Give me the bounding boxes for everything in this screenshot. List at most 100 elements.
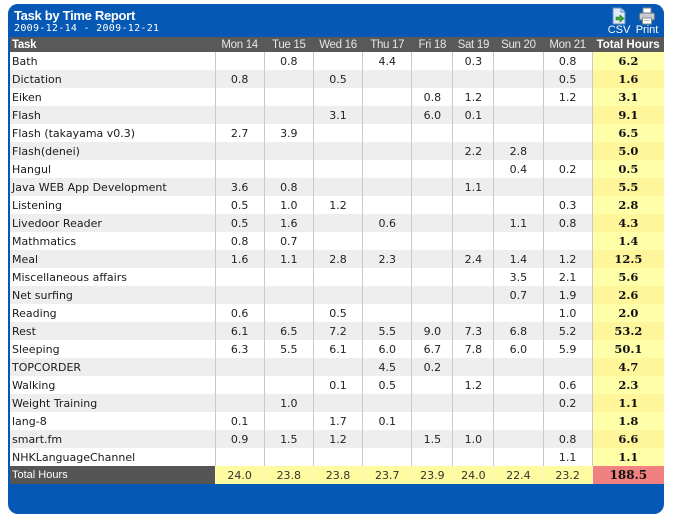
hours-cell: 1.1 [493, 214, 544, 232]
table-row: Listening 0.5 1.0 1.2 0.3 2.8 [10, 196, 664, 214]
hours-cell [362, 88, 412, 106]
hours-cell [542, 178, 593, 196]
report-title: Task by Time Report [14, 8, 135, 23]
column-header-row: Task Mon 14 Tue 15 Wed 16 Thu 17 Fri 18 … [10, 37, 664, 52]
table-row: Java WEB App Development 3.6 0.8 1.1 5.5 [10, 178, 664, 196]
task-total-hours: 2.8 [591, 196, 664, 214]
hours-cell [312, 160, 363, 178]
hours-cell: 2.2 [452, 142, 494, 160]
day-total: 23.8 [312, 466, 363, 484]
hours-cell [411, 142, 453, 160]
hours-cell [411, 232, 453, 250]
hours-cell [362, 196, 412, 214]
hours-cell [362, 268, 412, 286]
hours-cell: 7.2 [312, 322, 363, 340]
hours-cell [312, 232, 363, 250]
table-row: Weight Training 1.0 0.2 1.1 [10, 394, 664, 412]
table-row: Sleeping 6.3 5.5 6.1 6.0 6.7 7.8 6.0 5.9 50.1 [10, 340, 664, 358]
hours-cell [312, 358, 363, 376]
task-total-hours: 50.1 [591, 340, 664, 358]
column-header-day[interactable]: Tue 15 [264, 37, 314, 52]
hours-cell: 0.3 [452, 52, 494, 70]
hours-cell [263, 142, 314, 160]
hours-cell: 4.5 [362, 358, 412, 376]
day-total: 23.7 [362, 466, 412, 484]
task-total-hours: 5.6 [591, 268, 664, 286]
task-name: Sleeping [12, 342, 60, 356]
hours-cell [493, 412, 544, 430]
task-total-hours: 0.5 [591, 160, 664, 178]
printer-icon [639, 7, 655, 25]
task-name: Hangul [12, 162, 51, 176]
task-name: Flash [10, 106, 216, 124]
hours-cell [493, 376, 544, 394]
hours-cell: 1.2 [312, 430, 363, 448]
hours-cell: 1.0 [263, 394, 314, 412]
hours-cell [411, 250, 453, 268]
hours-cell: 3.9 [263, 124, 314, 142]
task-name: Mathmatics [12, 234, 77, 248]
hours-cell [411, 70, 453, 88]
column-header-day[interactable]: Fri 18 [411, 37, 453, 52]
hours-cell: 4.4 [362, 52, 412, 70]
hours-cell: 0.2 [542, 394, 593, 412]
task-total-hours: 5.0 [591, 142, 664, 160]
hours-cell [493, 52, 544, 70]
hours-cell: 6.7 [411, 340, 453, 358]
column-header-day[interactable]: Sun 20 [493, 37, 544, 52]
task-name: Weight Training [10, 394, 216, 412]
hours-cell [263, 358, 314, 376]
task-name: Reading [12, 306, 57, 320]
hours-cell: 6.0 [493, 340, 544, 358]
hours-cell [362, 430, 412, 448]
hours-cell [411, 178, 453, 196]
total-hours-label: Total Hours [10, 466, 216, 484]
hours-cell: 0.8 [411, 88, 453, 106]
total-hours-row: Total Hours 24.0 23.8 23.8 23.7 23.9 24.… [10, 466, 664, 484]
column-header-day[interactable]: Thu 17 [362, 37, 412, 52]
task-name: lang-8 [12, 414, 47, 428]
day-total: 23.9 [411, 466, 453, 484]
csv-export-button[interactable]: CSV [606, 7, 632, 36]
column-header-day[interactable]: Mon 21 [543, 37, 593, 52]
hours-cell: 0.8 [542, 214, 593, 232]
hours-cell [263, 268, 314, 286]
table-row: Flash(denei) 2.2 2.8 5.0 [10, 142, 664, 160]
hours-cell [452, 286, 494, 304]
hours-cell: 1.6 [263, 214, 314, 232]
hours-cell: 0.1 [214, 412, 265, 430]
hours-cell: 2.8 [493, 142, 544, 160]
hours-cell: 0.2 [411, 358, 453, 376]
hours-cell: 1.9 [542, 286, 593, 304]
hours-cell [542, 412, 593, 430]
column-header-day[interactable]: Wed 16 [313, 37, 363, 52]
task-total-hours: 6.2 [591, 52, 664, 70]
hours-cell [452, 232, 494, 250]
hours-cell [411, 304, 453, 322]
column-header-total[interactable]: Total Hours [592, 37, 664, 52]
hours-cell [263, 448, 314, 466]
table-row: Mathmatics 0.8 0.7 1.4 [10, 232, 664, 250]
hours-cell [362, 106, 412, 124]
hours-cell: 1.7 [312, 412, 363, 430]
column-header-task[interactable]: Task [10, 37, 216, 52]
column-header-day[interactable]: Sat 19 [452, 37, 494, 52]
hours-cell [411, 376, 453, 394]
hours-cell [362, 232, 412, 250]
hours-cell: 0.5 [312, 70, 363, 88]
hours-cell: 6.0 [411, 106, 453, 124]
hours-cell: 0.2 [542, 160, 593, 178]
table-row: Eiken 0.8 1.2 1.2 3.1 [10, 88, 664, 106]
hours-cell [214, 52, 265, 70]
hours-cell [362, 124, 412, 142]
column-header-day[interactable]: Mon 14 [215, 37, 265, 52]
hours-cell: 1.0 [542, 304, 593, 322]
print-button[interactable]: Print [634, 7, 660, 36]
hours-cell [362, 160, 412, 178]
task-total-hours: 5.5 [591, 178, 664, 196]
hours-cell [263, 286, 314, 304]
hours-cell [411, 160, 453, 178]
hours-cell [214, 88, 265, 106]
hours-cell: 0.7 [493, 286, 544, 304]
table-row: Flash (takayama v0.3) 2.7 3.9 6.5 [10, 124, 664, 142]
